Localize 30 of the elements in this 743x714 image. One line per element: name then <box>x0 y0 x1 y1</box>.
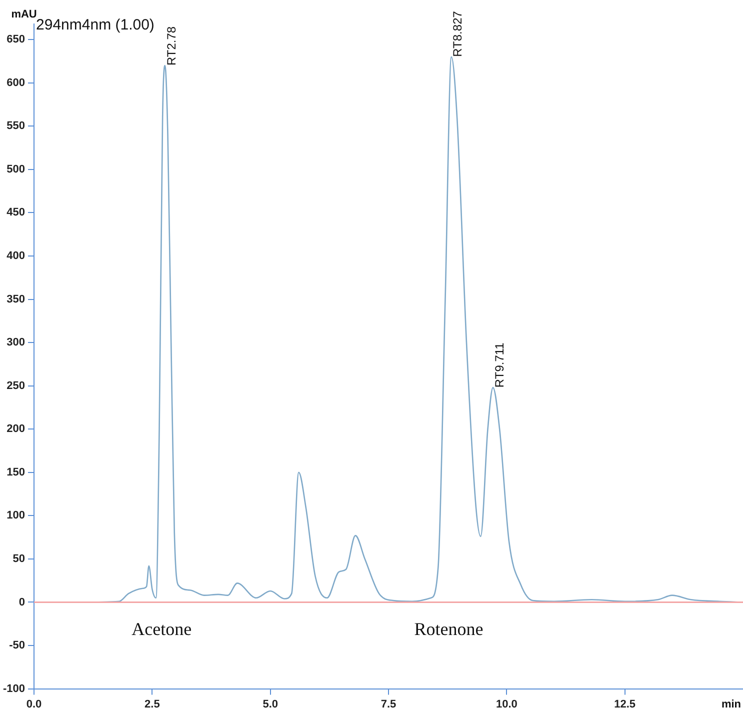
y-tick-label: 50 <box>12 552 26 565</box>
y-tick-label: 300 <box>6 336 26 349</box>
y-tick-label: 350 <box>6 293 26 306</box>
y-tick-label: -100 <box>2 682 26 695</box>
annotation: Rotenone <box>414 618 484 639</box>
y-tick-label: 500 <box>6 163 26 176</box>
y-tick-label: 100 <box>6 510 26 522</box>
x-tick-label: 5.0 <box>262 698 278 710</box>
y-tick-label: 0 <box>18 596 26 608</box>
annotation: RT2.78 <box>164 26 178 66</box>
y-tick-label: 250 <box>6 380 26 392</box>
y-tick-label: -50 <box>9 640 26 652</box>
x-tick-label: 7.5 <box>380 698 396 710</box>
y-tick-label: 150 <box>6 466 26 478</box>
x-axis-title: min <box>721 698 742 710</box>
annotation: Acetone <box>132 618 192 639</box>
annotation: RT9.711 <box>492 342 506 388</box>
y-tick-label: 600 <box>6 76 26 89</box>
y-tick-label: 200 <box>6 423 26 436</box>
y-tick-label: 550 <box>6 120 26 132</box>
annotation: RT8.827 <box>450 10 465 57</box>
x-tick-label: 0.0 <box>26 698 42 710</box>
chart-title: 294nm4nm (1.00) <box>36 16 154 34</box>
x-tick-label: 12.5 <box>614 698 636 710</box>
y-tick-label: 650 <box>6 34 26 46</box>
y-tick-label: 450 <box>6 206 26 219</box>
x-tick-label: 10.0 <box>496 698 518 710</box>
x-tick-label: 2.5 <box>144 698 160 710</box>
y-tick-label: 400 <box>6 250 26 262</box>
y-axis-title: mAU <box>11 8 37 21</box>
